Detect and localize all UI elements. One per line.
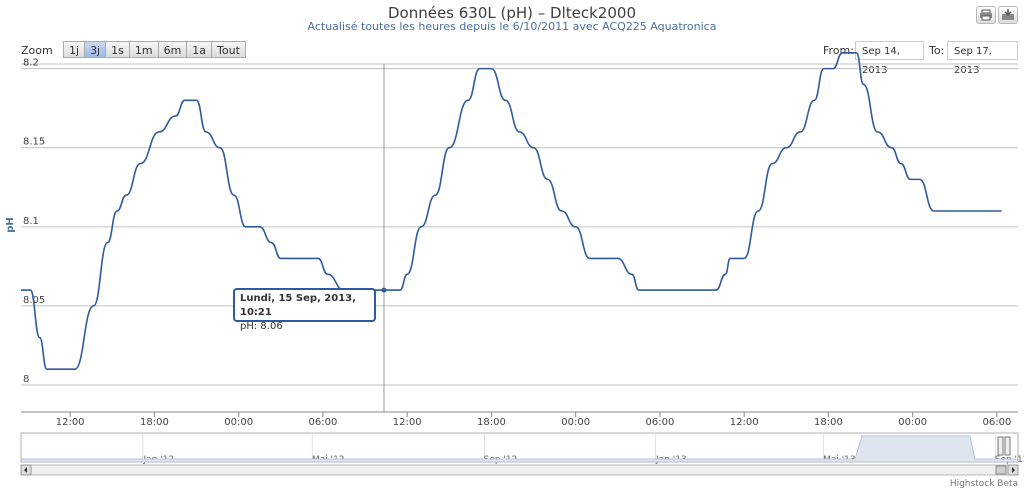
credits[interactable]: Highstock Beta bbox=[949, 479, 1018, 489]
tooltip-header: Lundi, 15 Sep, 2013, 10:21 bbox=[240, 293, 356, 318]
chart-subtitle: Actualisé toutes les heures depuis le 6/… bbox=[307, 20, 717, 33]
zoom-button-1s[interactable]: 1s bbox=[105, 41, 130, 58]
range-to-label: To: bbox=[929, 44, 945, 57]
series-line-ph[interactable] bbox=[20, 52, 1002, 370]
print-icon bbox=[980, 9, 992, 21]
zoom-button-group: 1j 3j 1s 1m 6m 1a Tout bbox=[63, 41, 246, 58]
zoom-button-1a[interactable]: 1a bbox=[186, 41, 213, 58]
navigator-handle-right[interactable] bbox=[1004, 436, 1011, 456]
x-tick-label: 12:00 bbox=[56, 417, 85, 428]
zoom-button-1j[interactable]: 1j bbox=[63, 41, 86, 58]
zoom-label: Zoom bbox=[21, 44, 53, 57]
print-button[interactable] bbox=[976, 6, 996, 24]
x-tick-label: 00:00 bbox=[561, 417, 590, 428]
navigator-frame[interactable] bbox=[20, 432, 1019, 463]
export-button[interactable] bbox=[998, 6, 1018, 24]
scrollbar-thumb[interactable] bbox=[995, 465, 1007, 475]
scrollbar-track[interactable] bbox=[20, 464, 1019, 476]
scroll-left-icon bbox=[24, 467, 27, 473]
range-to-input[interactable]: Sep 17, 2013 bbox=[947, 41, 1018, 76]
y-tick-label: 8.2 bbox=[23, 58, 39, 69]
chart-title: Données 630L (pH) – Dlteck2000 bbox=[387, 4, 636, 22]
export-icon bbox=[1002, 9, 1014, 20]
range-from-label: From: bbox=[823, 44, 854, 57]
x-tick-label: 12:00 bbox=[393, 417, 422, 428]
navigator-series bbox=[20, 435, 1019, 463]
hover-marker bbox=[381, 287, 387, 293]
x-tick-label: 06:00 bbox=[308, 417, 337, 428]
y-axis-title: pH bbox=[5, 217, 16, 233]
x-tick-label: 06:00 bbox=[983, 417, 1012, 428]
y-tick-label: 8.1 bbox=[23, 216, 39, 227]
x-tick-label: 18:00 bbox=[814, 417, 843, 428]
y-tick-label: 8 bbox=[23, 374, 29, 385]
zoom-button-6m[interactable]: 6m bbox=[157, 41, 188, 58]
x-tick-label: 00:00 bbox=[224, 417, 253, 428]
zoom-button-tout[interactable]: Tout bbox=[211, 41, 246, 58]
y-tick-label: 8.15 bbox=[23, 137, 45, 148]
x-tick-label: 00:00 bbox=[898, 417, 927, 428]
x-tick-label: 12:00 bbox=[730, 417, 759, 428]
tooltip-value: pH: 8.06 bbox=[240, 321, 283, 332]
tooltip: Lundi, 15 Sep, 2013, 10:21 pH: 8.06 bbox=[233, 288, 376, 332]
scroll-right-icon bbox=[1012, 467, 1015, 473]
zoom-button-3j[interactable]: 3j bbox=[84, 41, 107, 58]
x-tick-label: 18:00 bbox=[477, 417, 506, 428]
range-from-input[interactable]: Sep 14, 2013 bbox=[855, 41, 924, 76]
navigator-handle-left[interactable] bbox=[997, 436, 1004, 456]
x-tick-label: 18:00 bbox=[140, 417, 169, 428]
x-tick-label: 06:00 bbox=[646, 417, 675, 428]
